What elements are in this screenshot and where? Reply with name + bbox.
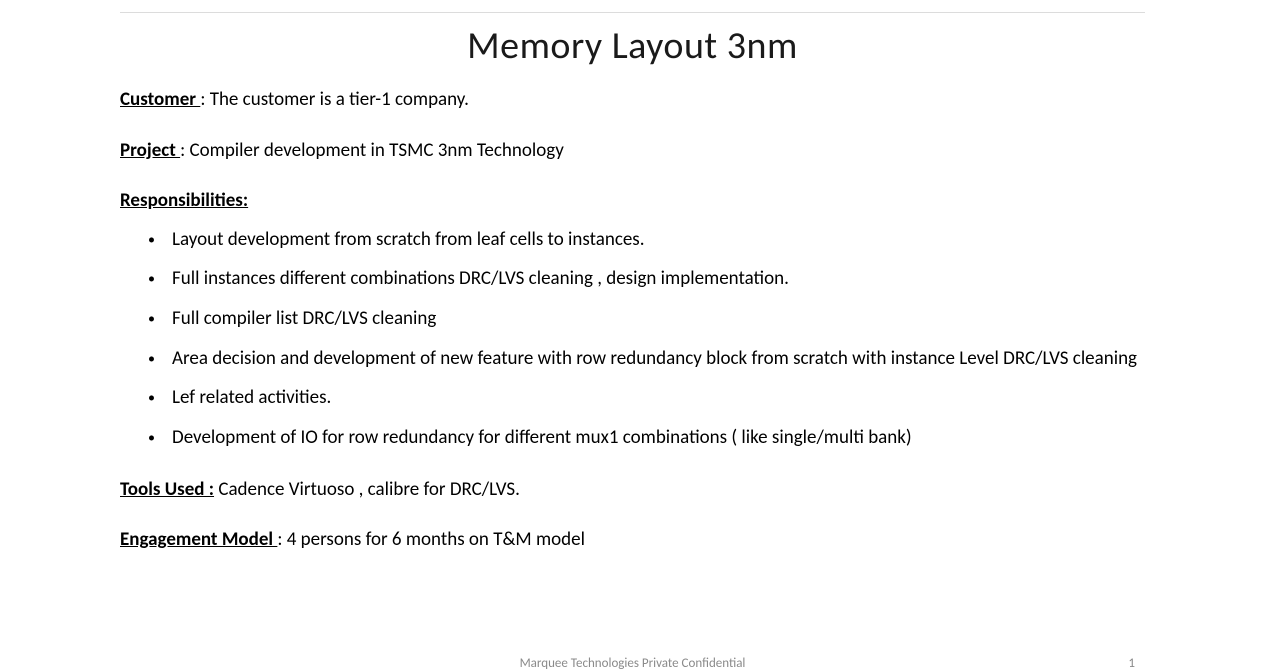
top-border xyxy=(120,12,1145,13)
customer-row: Customer : The customer is a tier-1 comp… xyxy=(120,87,1145,114)
engagement-row: Engagement Model : 4 persons for 6 month… xyxy=(120,527,1145,554)
list-item: Development of IO for row redundancy for… xyxy=(172,425,1145,451)
page-number: 1 xyxy=(1128,656,1135,671)
list-item: Full compiler list DRC/LVS cleaning xyxy=(172,306,1145,332)
list-item: Full instances different combinations DR… xyxy=(172,266,1145,292)
list-item: Lef related activities. xyxy=(172,385,1145,411)
tools-row: Tools Used : Cadence Virtuoso , calibre … xyxy=(120,477,1145,504)
responsibilities-list: Layout development from scratch from lea… xyxy=(120,227,1145,451)
content-body: Customer : The customer is a tier-1 comp… xyxy=(120,87,1145,554)
engagement-label: Engagement Model xyxy=(120,528,277,551)
customer-label: Customer xyxy=(120,88,200,111)
tools-label: Tools Used : xyxy=(120,478,214,501)
customer-value: : The customer is a tier-1 company. xyxy=(200,88,469,111)
project-label: Project xyxy=(120,139,180,162)
footer-confidential: Marquee Technologies Private Confidentia… xyxy=(0,656,1265,671)
responsibilities-label: Responsibilities: xyxy=(120,188,1145,215)
project-row: Project : Compiler development in TSMC 3… xyxy=(120,138,1145,165)
list-item: Layout development from scratch from lea… xyxy=(172,227,1145,253)
list-item: Area decision and development of new fea… xyxy=(172,346,1145,372)
page-title: Memory Layout 3nm xyxy=(120,23,1145,69)
slide-container: Memory Layout 3nm Customer : The custome… xyxy=(0,0,1265,668)
engagement-value: : 4 persons for 6 months on T&M model xyxy=(277,528,585,551)
project-value: : Compiler development in TSMC 3nm Techn… xyxy=(180,139,564,162)
tools-value: Cadence Virtuoso , calibre for DRC/LVS. xyxy=(214,478,520,501)
